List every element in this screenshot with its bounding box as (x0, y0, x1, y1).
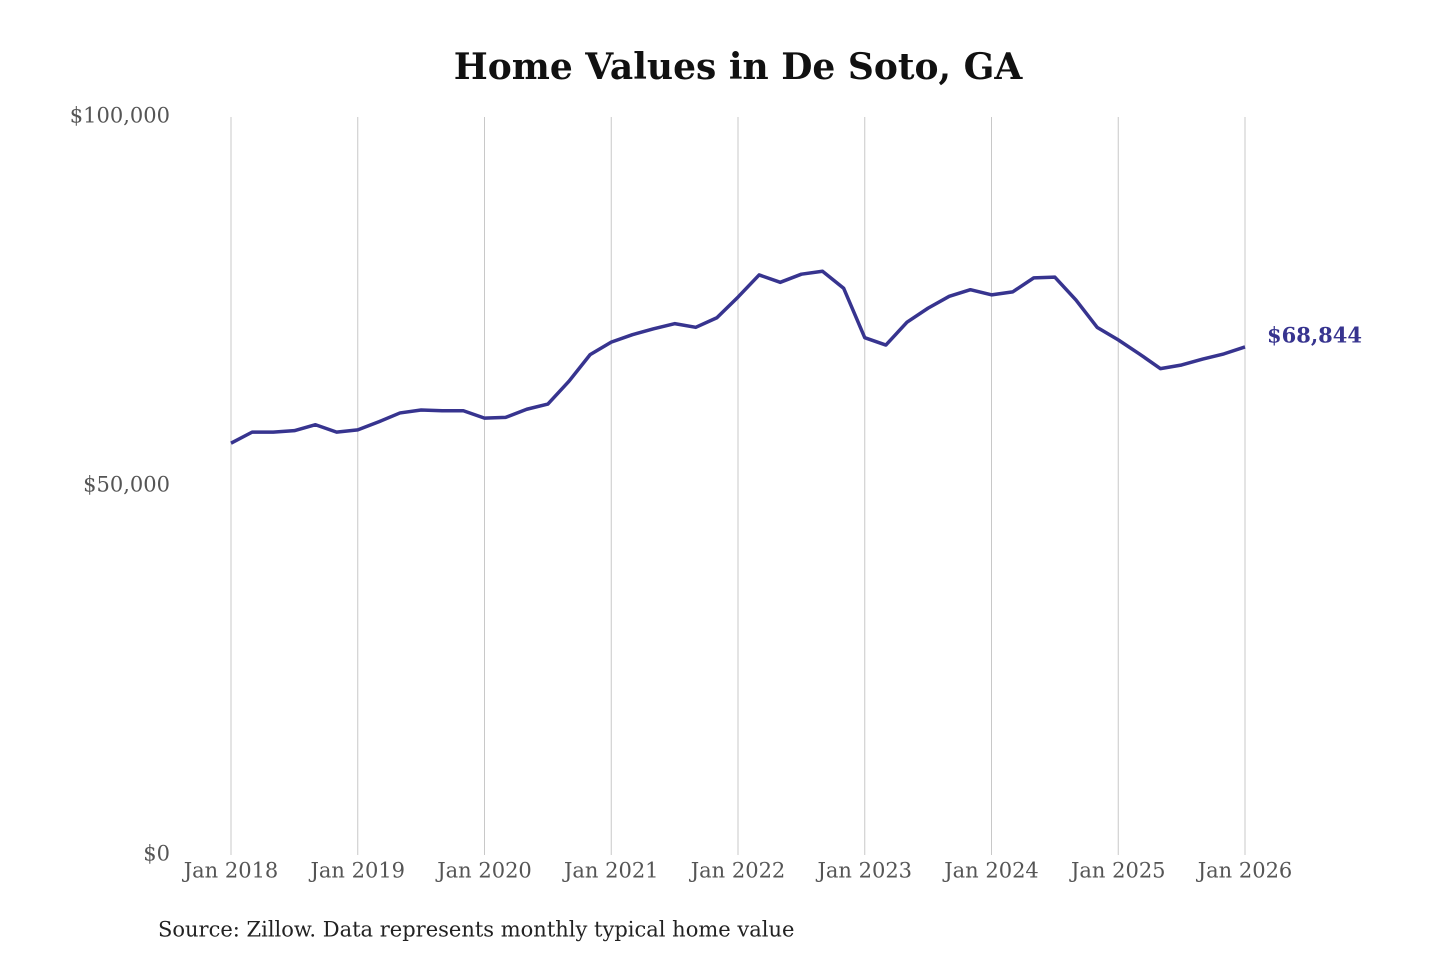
x-tick-label: Jan 2026 (1196, 859, 1293, 883)
y-tick-label: $50,000 (83, 473, 170, 497)
x-tick-label: Jan 2020 (435, 859, 532, 883)
value-label: $68,844 (1267, 322, 1362, 347)
x-tick-label: Jan 2018 (182, 859, 279, 883)
x-tick-label: Jan 2022 (689, 859, 786, 883)
x-tick-label: Jan 2021 (562, 859, 659, 883)
source-note: Source: Zillow. Data represents monthly … (158, 918, 794, 942)
line-series (230, 269, 1246, 445)
y-tick-label: $0 (143, 842, 170, 866)
y-tick-label: $100,000 (70, 104, 170, 128)
chart-title: Home Values in De Soto, GA (454, 46, 1024, 88)
x-tick-label: Jan 2023 (815, 859, 912, 883)
x-tick-label: Jan 2019 (308, 859, 405, 883)
x-tick-label: Jan 2025 (1069, 859, 1166, 883)
x-tick-label: Jan 2024 (942, 859, 1039, 883)
